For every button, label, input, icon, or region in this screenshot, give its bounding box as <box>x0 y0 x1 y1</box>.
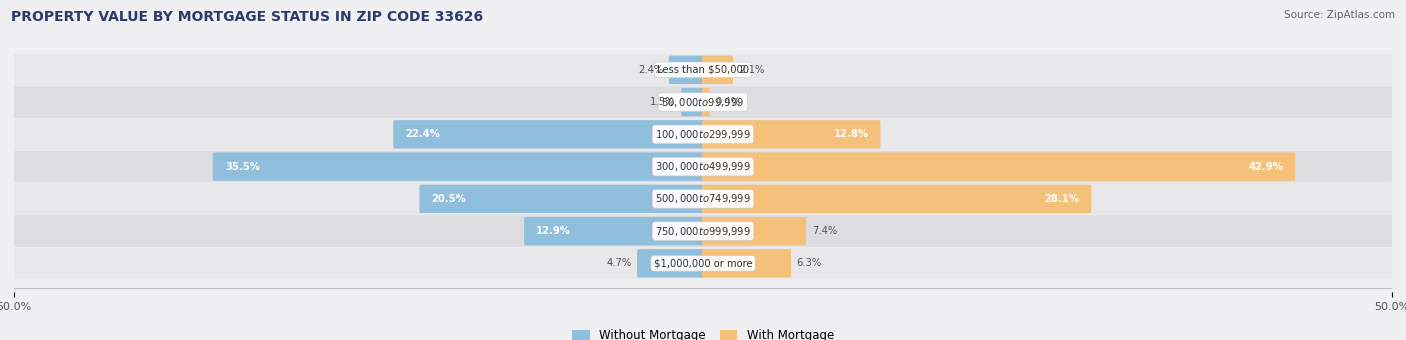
Text: 42.9%: 42.9% <box>1249 162 1284 172</box>
FancyBboxPatch shape <box>702 88 710 116</box>
Text: $50,000 to $99,999: $50,000 to $99,999 <box>661 96 745 108</box>
Text: $100,000 to $299,999: $100,000 to $299,999 <box>655 128 751 141</box>
Text: Source: ZipAtlas.com: Source: ZipAtlas.com <box>1284 10 1395 20</box>
Text: $750,000 to $999,999: $750,000 to $999,999 <box>655 225 751 238</box>
Text: 12.9%: 12.9% <box>536 226 571 236</box>
FancyBboxPatch shape <box>669 56 704 84</box>
FancyBboxPatch shape <box>212 152 704 181</box>
Text: 12.8%: 12.8% <box>834 129 869 139</box>
Text: $1,000,000 or more: $1,000,000 or more <box>654 258 752 268</box>
Text: 4.7%: 4.7% <box>606 258 631 268</box>
FancyBboxPatch shape <box>702 185 1091 213</box>
FancyBboxPatch shape <box>702 217 806 245</box>
Text: 7.4%: 7.4% <box>811 226 837 236</box>
Text: 0.4%: 0.4% <box>716 97 741 107</box>
FancyBboxPatch shape <box>419 185 704 213</box>
FancyBboxPatch shape <box>637 249 704 277</box>
FancyBboxPatch shape <box>524 217 704 245</box>
FancyBboxPatch shape <box>702 249 792 277</box>
Text: 28.1%: 28.1% <box>1045 194 1080 204</box>
FancyBboxPatch shape <box>702 120 880 149</box>
Text: 6.3%: 6.3% <box>797 258 823 268</box>
Text: Less than $50,000: Less than $50,000 <box>657 65 749 75</box>
FancyBboxPatch shape <box>14 248 1392 279</box>
Text: $500,000 to $749,999: $500,000 to $749,999 <box>655 192 751 205</box>
Text: 2.4%: 2.4% <box>638 65 664 75</box>
FancyBboxPatch shape <box>14 183 1392 215</box>
FancyBboxPatch shape <box>394 120 704 149</box>
Text: 20.5%: 20.5% <box>432 194 467 204</box>
Text: 2.1%: 2.1% <box>738 65 765 75</box>
FancyBboxPatch shape <box>702 56 733 84</box>
FancyBboxPatch shape <box>14 86 1392 118</box>
FancyBboxPatch shape <box>14 119 1392 150</box>
Text: 35.5%: 35.5% <box>225 162 260 172</box>
FancyBboxPatch shape <box>14 54 1392 86</box>
FancyBboxPatch shape <box>14 151 1392 182</box>
Text: 1.5%: 1.5% <box>650 97 675 107</box>
FancyBboxPatch shape <box>14 215 1392 247</box>
Legend: Without Mortgage, With Mortgage: Without Mortgage, With Mortgage <box>572 329 834 340</box>
Text: 22.4%: 22.4% <box>405 129 440 139</box>
FancyBboxPatch shape <box>702 152 1295 181</box>
Text: PROPERTY VALUE BY MORTGAGE STATUS IN ZIP CODE 33626: PROPERTY VALUE BY MORTGAGE STATUS IN ZIP… <box>11 10 484 24</box>
Text: $300,000 to $499,999: $300,000 to $499,999 <box>655 160 751 173</box>
FancyBboxPatch shape <box>682 88 704 116</box>
